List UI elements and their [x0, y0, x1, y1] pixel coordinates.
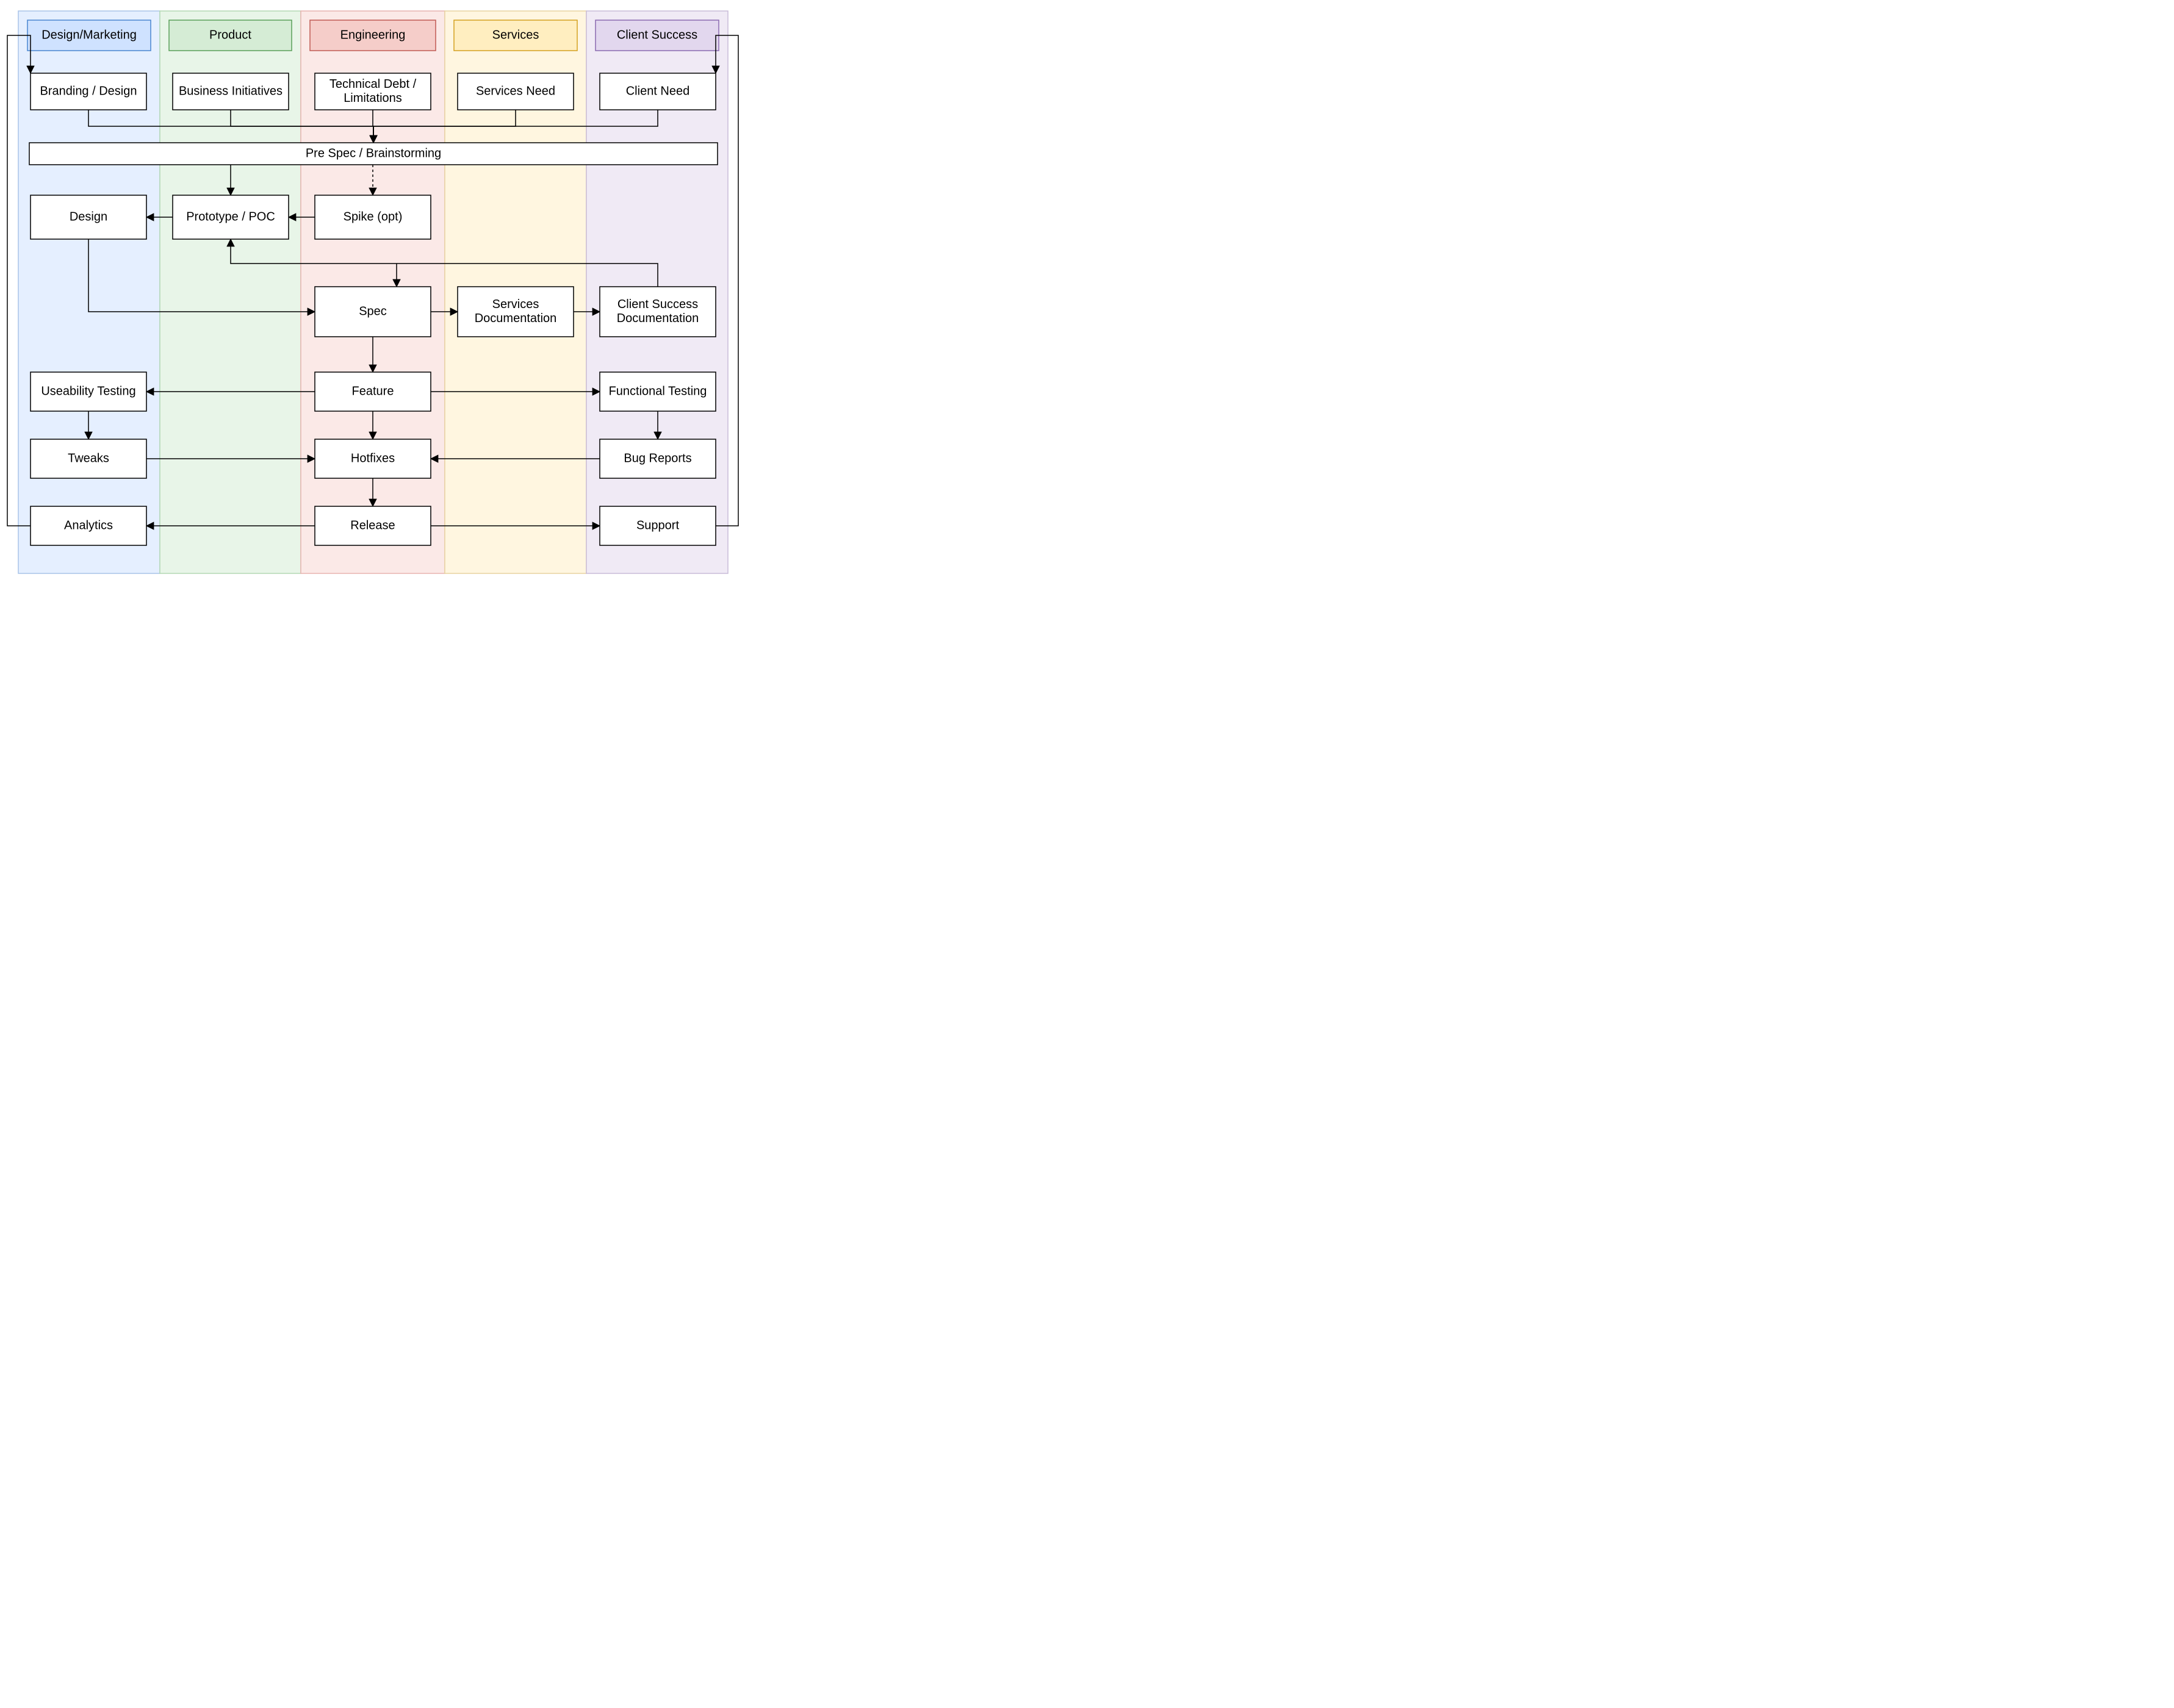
- svg-text:Release: Release: [350, 518, 395, 532]
- svg-text:Documentation: Documentation: [617, 312, 699, 325]
- svg-text:Services: Services: [492, 298, 539, 311]
- svg-text:Bug Reports: Bug Reports: [624, 451, 691, 465]
- svg-text:Limitations: Limitations: [344, 92, 402, 105]
- svg-text:Support: Support: [636, 518, 679, 532]
- svg-text:Documentation: Documentation: [475, 312, 557, 325]
- svg-text:Tweaks: Tweaks: [68, 451, 109, 465]
- svg-text:Useability Testing: Useability Testing: [41, 384, 135, 398]
- lane-header-label-client: Client Success: [617, 28, 697, 41]
- svg-text:Analytics: Analytics: [64, 518, 113, 532]
- node-label-prespec: Pre Spec / Brainstorming: [306, 146, 441, 160]
- svg-text:Technical Debt /: Technical Debt /: [329, 77, 417, 91]
- swimlane-diagram: Design/Marketing Product Engineering Servic…: [0, 0, 746, 586]
- svg-text:Design: Design: [70, 210, 107, 223]
- svg-text:Spec: Spec: [359, 304, 387, 318]
- svg-text:Prototype / POC: Prototype / POC: [186, 210, 275, 223]
- svg-text:Client Success: Client Success: [617, 298, 698, 311]
- svg-text:Client Need: Client Need: [626, 84, 690, 98]
- svg-text:Spike (opt): Spike (opt): [344, 210, 403, 223]
- svg-text:Services Need: Services Need: [476, 84, 555, 98]
- lane-header-label-services: Services: [492, 28, 539, 41]
- svg-text:Feature: Feature: [352, 384, 394, 398]
- svg-text:Functional Testing: Functional Testing: [609, 384, 707, 398]
- svg-text:Branding / Design: Branding / Design: [40, 84, 137, 98]
- lane-header-label-design: Design/Marketing: [41, 28, 137, 41]
- lane-header-label-eng: Engineering: [340, 28, 406, 41]
- svg-text:Business Initiatives: Business Initiatives: [179, 84, 283, 98]
- svg-text:Hotfixes: Hotfixes: [351, 451, 395, 465]
- lane-header-label-product: Product: [209, 28, 251, 41]
